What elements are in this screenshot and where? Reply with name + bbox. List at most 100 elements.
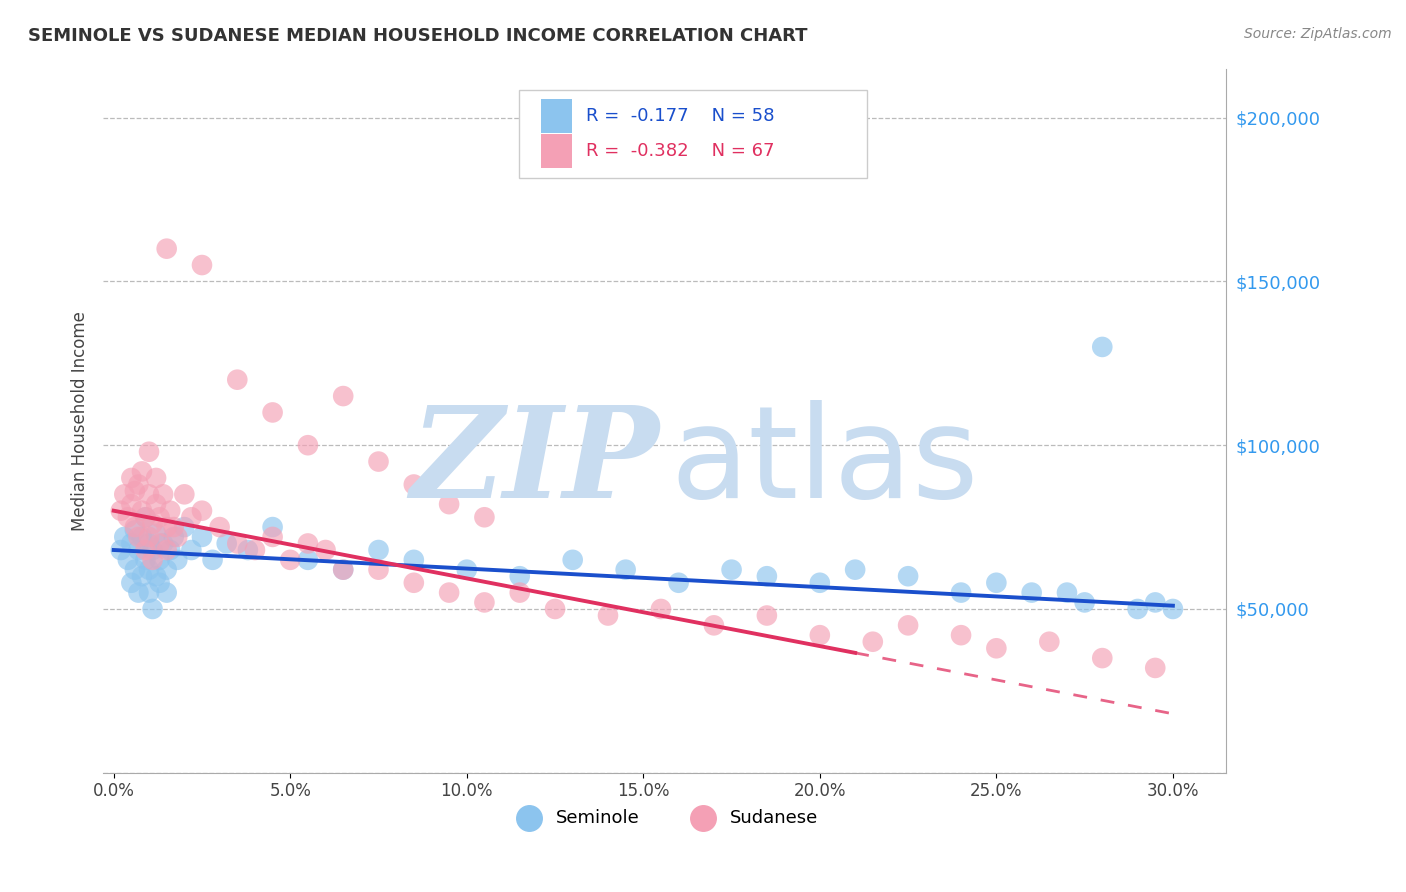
Point xyxy=(159,543,181,558)
Text: ZIP: ZIP xyxy=(409,401,659,524)
Point xyxy=(208,520,231,534)
Point xyxy=(367,543,389,558)
Point xyxy=(950,585,973,599)
Point xyxy=(650,602,672,616)
Point xyxy=(226,373,249,387)
Point xyxy=(145,497,167,511)
FancyBboxPatch shape xyxy=(519,90,866,178)
Point xyxy=(297,438,319,452)
Point xyxy=(127,585,149,599)
Point xyxy=(142,516,165,531)
Point xyxy=(124,484,146,499)
Text: Source: ZipAtlas.com: Source: ZipAtlas.com xyxy=(1244,27,1392,41)
Point xyxy=(166,530,188,544)
Point xyxy=(163,520,186,534)
FancyBboxPatch shape xyxy=(541,134,572,168)
Point xyxy=(112,487,135,501)
Point xyxy=(120,497,142,511)
Point xyxy=(862,634,884,648)
Point xyxy=(297,536,319,550)
Point xyxy=(897,618,920,632)
Point xyxy=(173,487,195,501)
Point xyxy=(124,524,146,538)
Point xyxy=(332,389,354,403)
Point xyxy=(117,553,139,567)
Point xyxy=(1144,595,1167,609)
Point xyxy=(808,628,831,642)
Point xyxy=(191,504,214,518)
Point xyxy=(163,530,186,544)
Point xyxy=(243,543,266,558)
Point xyxy=(844,563,866,577)
Point xyxy=(138,530,160,544)
Point xyxy=(134,510,156,524)
Point xyxy=(127,530,149,544)
Point xyxy=(149,510,172,524)
Point xyxy=(134,543,156,558)
Point xyxy=(138,563,160,577)
Point xyxy=(138,585,160,599)
Point xyxy=(226,536,249,550)
Point xyxy=(262,405,284,419)
Point xyxy=(131,464,153,478)
Point xyxy=(755,569,778,583)
Point xyxy=(156,563,179,577)
Point xyxy=(134,553,156,567)
Y-axis label: Median Household Income: Median Household Income xyxy=(72,310,89,531)
Point xyxy=(173,520,195,534)
Point xyxy=(138,444,160,458)
Point xyxy=(367,563,389,577)
Point xyxy=(159,504,181,518)
Point xyxy=(191,258,214,272)
Point xyxy=(456,563,478,577)
Point xyxy=(596,608,619,623)
Point xyxy=(402,553,425,567)
Point xyxy=(201,553,224,567)
Text: R =  -0.382    N = 67: R = -0.382 N = 67 xyxy=(586,142,775,160)
Point xyxy=(1021,585,1043,599)
Point xyxy=(145,569,167,583)
Point xyxy=(142,553,165,567)
Point xyxy=(402,575,425,590)
Point xyxy=(986,575,1008,590)
Point xyxy=(152,487,174,501)
Point xyxy=(332,563,354,577)
Point xyxy=(332,563,354,577)
Point xyxy=(131,504,153,518)
Point xyxy=(156,543,179,558)
Point xyxy=(1126,602,1149,616)
Point xyxy=(142,602,165,616)
Point xyxy=(262,520,284,534)
Point xyxy=(236,543,259,558)
Point xyxy=(110,504,132,518)
Point xyxy=(138,536,160,550)
Point xyxy=(149,553,172,567)
Point xyxy=(1161,602,1184,616)
Text: R =  -0.177    N = 58: R = -0.177 N = 58 xyxy=(586,107,775,125)
Point xyxy=(474,510,496,524)
Point xyxy=(156,585,179,599)
Point xyxy=(297,553,319,567)
Point xyxy=(1073,595,1095,609)
Point xyxy=(149,575,172,590)
Point xyxy=(897,569,920,583)
Point xyxy=(1056,585,1078,599)
Point xyxy=(614,563,637,577)
Point xyxy=(720,563,742,577)
Point xyxy=(808,575,831,590)
Point xyxy=(131,569,153,583)
Point xyxy=(120,536,142,550)
Point xyxy=(703,618,725,632)
Point xyxy=(127,477,149,491)
Point xyxy=(131,530,153,544)
Point xyxy=(986,641,1008,656)
Point xyxy=(474,595,496,609)
Point xyxy=(367,454,389,468)
Point xyxy=(166,553,188,567)
Legend: Seminole, Sudanese: Seminole, Sudanese xyxy=(503,802,825,834)
Point xyxy=(120,575,142,590)
Point xyxy=(191,530,214,544)
Point xyxy=(1091,340,1114,354)
Point xyxy=(124,520,146,534)
Point xyxy=(561,553,583,567)
